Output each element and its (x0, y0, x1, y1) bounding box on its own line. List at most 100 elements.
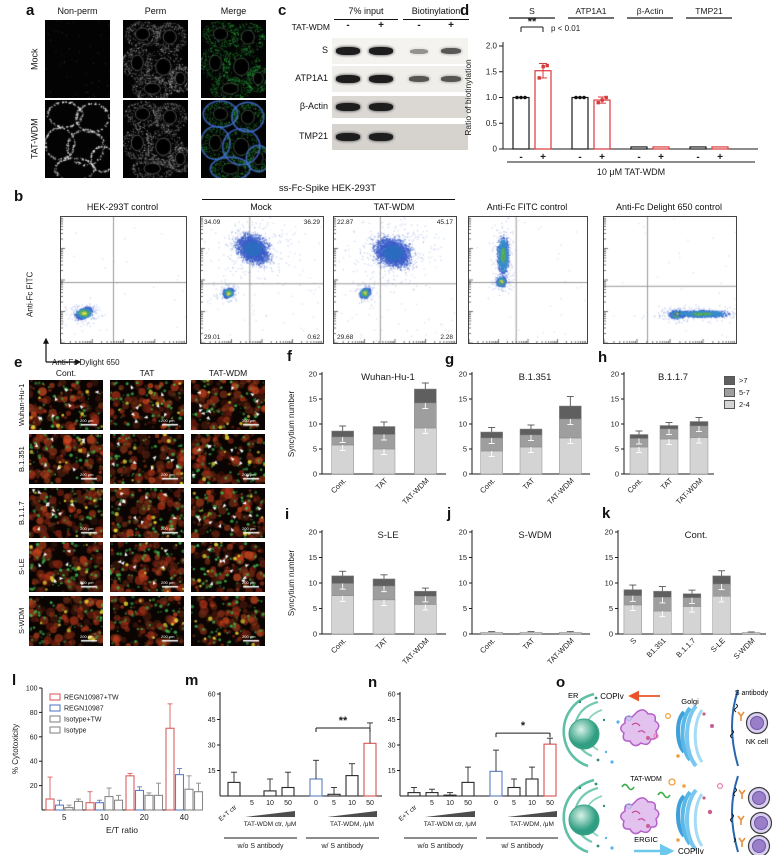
nk-cell-icon (749, 811, 772, 835)
syncytium-image (191, 542, 265, 592)
flow-title-mock: Mock (250, 202, 272, 212)
svg-text:w/o S antibody: w/o S antibody (417, 843, 464, 850)
syncytium-chart-b1351: 0 5 10 15 20 B.1.351 Cont. TAT TAT-WDM (459, 370, 590, 506)
blot-band (441, 48, 461, 54)
syncytium-legend: >7 5-7 2-4 (724, 376, 750, 412)
syncytium-image (29, 380, 103, 430)
scalebar-label: 200 μm (161, 580, 175, 585)
panel-e-col-tat: TAT (139, 368, 155, 378)
flow-scatter-plot (604, 217, 736, 343)
svg-text:10: 10 (100, 813, 109, 822)
blot-band (369, 103, 393, 111)
quadrant-value: 22.87 (337, 219, 354, 226)
blot-band (336, 103, 360, 111)
blot-header-input: 7% input (348, 6, 384, 16)
flow-group-title: ss-Fc-Spike HEK-293T (278, 183, 377, 194)
svg-text:+: + (658, 152, 664, 163)
legend-swatch-2-4 (724, 400, 735, 409)
svg-text:5: 5 (463, 445, 467, 454)
svg-text:+: + (540, 152, 546, 163)
legend-swatch-5-7 (724, 388, 735, 397)
svg-text:60: 60 (208, 692, 216, 699)
confocal-image (201, 20, 266, 98)
svg-text:Cont.: Cont. (329, 476, 348, 495)
svg-text:E/T ratio: E/T ratio (106, 825, 138, 835)
svg-text:TAT: TAT (374, 636, 390, 652)
svg-text:-: - (696, 152, 699, 163)
flow-axis-arrows-icon (43, 337, 82, 365)
copiiv-label: COPIIv (678, 847, 704, 855)
panel-a-micrograph-grid (45, 20, 266, 178)
blot-sign-1: - (346, 20, 350, 31)
ergic-organelle (619, 797, 660, 835)
panel-h-label: h (598, 349, 608, 366)
syncytium-image (29, 596, 103, 646)
syncytium-image (29, 434, 103, 484)
svg-text:15: 15 (459, 395, 467, 404)
panel-a-col-merge: Merge (220, 6, 247, 16)
svg-text:E+T ctr: E+T ctr (218, 804, 239, 823)
svg-text:0: 0 (314, 800, 318, 807)
quadrant-value: 29.68 (337, 334, 354, 341)
svg-text:15: 15 (208, 768, 216, 775)
panel-a-row-tatwdm: TAT-WDM (29, 118, 40, 160)
blot-header-biotin-underline (403, 19, 469, 20)
syncytium-image (110, 380, 184, 430)
panel-m-label: m (185, 672, 199, 689)
svg-text:TAT-WDM: TAT-WDM (400, 476, 430, 506)
scalebar-label: 200 μm (161, 472, 175, 477)
flow-plot-mock: 34.09 36.29 29.01 0.62 (200, 216, 324, 344)
syncytium-image (191, 434, 265, 484)
panel-e-row-0: Wuhan-Hu-1 (17, 383, 26, 427)
svg-text:Isotype: Isotype (64, 728, 87, 735)
flow-xlabel: Anti-Fc Dylight 650 (52, 358, 120, 367)
svg-text:0: 0 (463, 630, 467, 639)
flow-title-fitc-control: Anti-Fc FITC control (486, 202, 568, 212)
svg-text:TAT: TAT (521, 476, 537, 492)
svg-text:E+T ctr: E+T ctr (398, 804, 419, 823)
svg-text:S-LE: S-LE (709, 636, 727, 654)
svg-text:5: 5 (463, 604, 467, 613)
scalebar-label: 200 μm (161, 418, 175, 423)
tat-wdm-label: TAT-WDM (630, 776, 662, 783)
blot-sign-4: + (448, 20, 454, 31)
confocal-image (123, 20, 188, 98)
quadrant-value: 36.29 (303, 219, 320, 226)
blot-band (336, 133, 360, 141)
copiv-label: COPIv (600, 692, 624, 701)
quadrant-value: 0.62 (307, 334, 320, 341)
svg-text:w/ S antibody: w/ S antibody (320, 843, 364, 850)
svg-text:+: + (717, 152, 723, 163)
vesicle-icon (653, 733, 659, 739)
scalebar-label: 200 μm (80, 418, 94, 423)
svg-text:*: * (521, 720, 526, 732)
svg-text:10: 10 (459, 579, 467, 588)
nk-killing-chart-m: 15 30 45 60 E+T ctr 5 10 50 0 5 10 50 ** TAT-WDM ctr,… (208, 692, 382, 850)
svg-text:TAT: TAT (374, 476, 390, 492)
ergic-label: ERGIC (634, 835, 658, 844)
svg-text:10 μM TAT-WDM: 10 μM TAT-WDM (597, 167, 665, 177)
svg-text:5: 5 (313, 604, 317, 613)
svg-text:Cont.: Cont. (478, 636, 497, 655)
panel-e-row-3: S-LE (17, 558, 26, 576)
svg-text:TAT-WDM: TAT-WDM (674, 476, 704, 506)
svg-text:10: 10 (446, 800, 454, 807)
svg-text:Cont.: Cont. (685, 530, 708, 541)
s-antibody-icon (737, 711, 745, 722)
svg-text:20: 20 (30, 783, 38, 790)
svg-text:TAT: TAT (659, 476, 675, 492)
blot-row-label: β-Actin (299, 101, 328, 111)
blot-sign-2: + (378, 20, 384, 31)
panel-o-label: o (556, 674, 566, 691)
blot-strip (332, 96, 468, 118)
svg-text:5: 5 (313, 445, 317, 454)
svg-text:5: 5 (430, 800, 434, 807)
syncytium-image (110, 596, 184, 646)
svg-text:TAT-WDM, /μM: TAT-WDM, /μM (330, 821, 374, 828)
svg-text:5: 5 (615, 445, 619, 454)
cytotoxicity-chart: 20 40 60 80 100 % Cytotoxicity 5 10 20 40 E/T rati… (11, 686, 204, 835)
flow-plot-fitc-control (468, 216, 588, 344)
scalebar-label: 200 μm (161, 526, 175, 531)
svg-text:-: - (519, 152, 522, 163)
